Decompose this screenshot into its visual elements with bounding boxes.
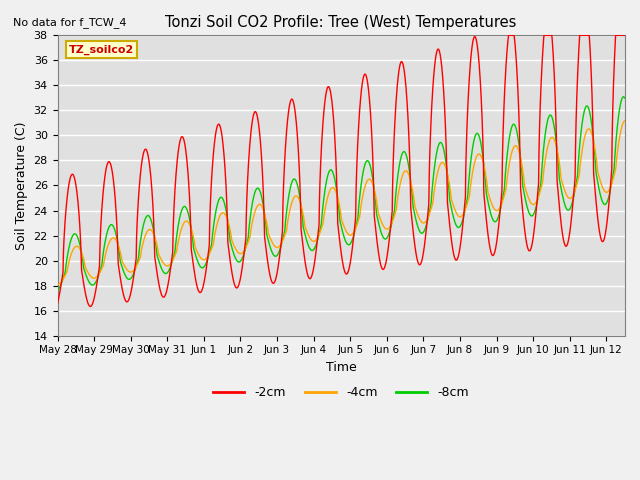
Legend: -2cm, -4cm, -8cm: -2cm, -4cm, -8cm	[208, 382, 474, 405]
X-axis label: Time: Time	[326, 361, 356, 374]
Y-axis label: Soil Temperature (C): Soil Temperature (C)	[15, 121, 28, 250]
Title: Tonzi Soil CO2 Profile: Tree (West) Temperatures: Tonzi Soil CO2 Profile: Tree (West) Temp…	[165, 15, 516, 30]
Text: No data for f_TCW_4: No data for f_TCW_4	[13, 17, 126, 28]
Text: TZ_soilco2: TZ_soilco2	[69, 44, 134, 55]
